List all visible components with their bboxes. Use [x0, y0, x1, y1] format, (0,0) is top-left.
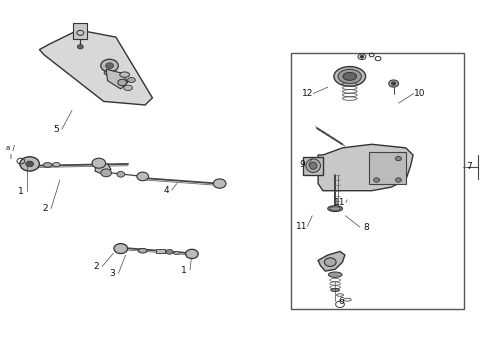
Polygon shape — [303, 157, 323, 175]
Polygon shape — [106, 69, 128, 89]
Ellipse shape — [43, 163, 52, 167]
Bar — [291, 53, 464, 309]
Ellipse shape — [138, 248, 147, 253]
Ellipse shape — [53, 162, 60, 167]
Text: i: i — [9, 154, 11, 160]
Text: 5: 5 — [53, 125, 59, 134]
Circle shape — [213, 179, 226, 188]
Polygon shape — [39, 30, 152, 105]
Ellipse shape — [127, 77, 135, 82]
Polygon shape — [318, 144, 413, 191]
Bar — [74, 23, 87, 39]
Text: 2: 2 — [94, 262, 99, 271]
Ellipse shape — [104, 70, 115, 75]
Ellipse shape — [120, 72, 129, 77]
Circle shape — [360, 55, 364, 58]
Text: 7: 7 — [466, 162, 472, 171]
Ellipse shape — [334, 67, 366, 86]
Circle shape — [395, 157, 401, 161]
Circle shape — [324, 258, 336, 266]
Polygon shape — [318, 251, 345, 271]
Bar — [369, 152, 406, 184]
Text: 6: 6 — [339, 297, 344, 306]
Ellipse shape — [331, 288, 340, 292]
Circle shape — [117, 171, 124, 177]
Text: 1: 1 — [181, 266, 187, 275]
Text: 8: 8 — [363, 222, 368, 231]
Circle shape — [389, 80, 398, 87]
Circle shape — [118, 79, 126, 86]
Circle shape — [374, 178, 379, 182]
Text: 11: 11 — [334, 198, 346, 207]
Bar — [156, 249, 165, 253]
Circle shape — [395, 178, 401, 182]
Text: a /: a / — [6, 145, 15, 151]
Circle shape — [92, 158, 106, 168]
Ellipse shape — [174, 251, 180, 255]
Circle shape — [186, 249, 198, 258]
Text: 9: 9 — [299, 161, 305, 170]
Ellipse shape — [328, 272, 342, 277]
Circle shape — [106, 63, 114, 68]
Ellipse shape — [310, 162, 317, 169]
Text: 4: 4 — [163, 185, 169, 194]
Ellipse shape — [306, 159, 320, 172]
Text: 1: 1 — [18, 187, 24, 196]
Circle shape — [114, 244, 127, 253]
Circle shape — [101, 59, 118, 72]
Circle shape — [137, 172, 148, 181]
Polygon shape — [95, 164, 111, 175]
Ellipse shape — [123, 85, 132, 90]
Ellipse shape — [330, 207, 341, 210]
Text: 10: 10 — [414, 89, 425, 98]
Circle shape — [77, 45, 83, 49]
Circle shape — [26, 161, 33, 167]
Text: 2: 2 — [43, 204, 48, 213]
Circle shape — [101, 169, 112, 177]
Ellipse shape — [338, 69, 362, 84]
Circle shape — [20, 157, 39, 171]
Ellipse shape — [343, 72, 357, 80]
Text: 11: 11 — [296, 222, 307, 231]
Circle shape — [391, 82, 396, 85]
Circle shape — [166, 249, 173, 254]
Ellipse shape — [328, 206, 343, 211]
Text: 12: 12 — [302, 89, 313, 98]
Text: 3: 3 — [110, 269, 115, 278]
